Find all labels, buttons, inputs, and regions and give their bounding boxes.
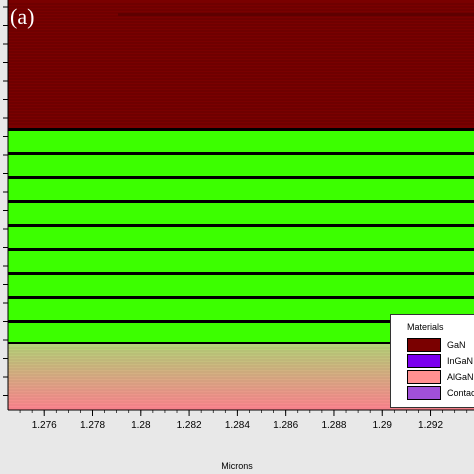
algan-layer [0, 398, 474, 400]
barrier-layer [0, 342, 474, 345]
algan-layer [0, 346, 474, 348]
barrier-layer [0, 128, 474, 131]
legend-label: GaN [447, 340, 466, 350]
algan-layer [0, 394, 474, 396]
ingan-well [0, 155, 474, 176]
algan-layer [0, 400, 474, 402]
x-tick-label: 1.278 [80, 420, 105, 431]
algan-layer [0, 354, 474, 356]
barrier-layer [0, 272, 474, 275]
x-tick-label: 1.282 [177, 420, 202, 431]
barrier-layer [0, 296, 474, 299]
legend-item-gan: GaN [407, 338, 474, 354]
materials-legend: Materials GaN InGaN AlGaN Contact [390, 314, 474, 408]
algan-layer [0, 384, 474, 386]
algan-layer [0, 344, 474, 346]
algan-layer [0, 364, 474, 366]
legend-label: InGaN [447, 356, 474, 366]
x-tick-label: 1.288 [321, 420, 346, 431]
ingan-well [0, 203, 474, 224]
algan-layer [0, 406, 474, 408]
panel-label: (a) [10, 4, 35, 29]
legend-swatch [407, 354, 441, 368]
algan-layer [0, 374, 474, 376]
algan-layer [0, 358, 474, 360]
x-tick-label: 1.28 [131, 420, 151, 431]
algan-layer [0, 382, 474, 384]
algan-layer [0, 396, 474, 398]
algan-layer [0, 356, 474, 358]
algan-layer [0, 350, 474, 352]
algan-layer [0, 378, 474, 380]
algan-layer [0, 408, 474, 410]
x-tick-label: 1.276 [32, 420, 57, 431]
ingan-well [0, 323, 474, 344]
algan-layer [0, 392, 474, 394]
x-tick-label: 1.292 [418, 420, 443, 431]
barrier-layer [0, 152, 474, 155]
legend-swatch [407, 338, 441, 352]
legend-label: AlGaN [447, 372, 474, 382]
barrier-layer [0, 224, 474, 227]
x-axis: 1.276 1.278 1.28 1.282 1.284 1.286 1.288 1.29 1.… [0, 0, 474, 431]
algan-layer [0, 388, 474, 390]
gan-step [118, 13, 474, 16]
legend-title: Materials [407, 322, 444, 332]
barrier-layer [0, 176, 474, 179]
ingan-well [0, 131, 474, 152]
barrier-layer [0, 248, 474, 251]
algan-layer [0, 386, 474, 388]
algan-layer [0, 352, 474, 354]
legend-item-contact: Contact [407, 386, 474, 402]
algan-layer [0, 370, 474, 372]
material-bands [0, 0, 474, 410]
algan-layer [0, 366, 474, 368]
ingan-well [0, 299, 474, 320]
legend-swatch [407, 386, 441, 400]
x-tick-label: 1.29 [373, 420, 393, 431]
ingan-well [0, 251, 474, 272]
algan-layer [0, 376, 474, 378]
left-axis-strip [0, 0, 8, 410]
barrier-layer [0, 320, 474, 323]
ingan-well [0, 275, 474, 296]
algan-layer [0, 348, 474, 350]
legend-item-ingan: InGaN [407, 354, 474, 370]
x-tick-label: 1.284 [225, 420, 250, 431]
algan-layer [0, 372, 474, 374]
legend-item-algan: AlGaN [407, 370, 474, 386]
algan-layer [0, 368, 474, 370]
algan-layer [0, 360, 474, 362]
algan-layer [0, 380, 474, 382]
algan-layer [0, 404, 474, 406]
ingan-well [0, 227, 474, 248]
algan-layer [0, 362, 474, 364]
legend-label: Contact [447, 388, 474, 398]
x-tick-label: 1.286 [273, 420, 298, 431]
barrier-layer [0, 200, 474, 203]
algan-layer [0, 390, 474, 392]
x-axis-label: Microns [221, 461, 253, 471]
ingan-well [0, 179, 474, 200]
algan-layer [0, 402, 474, 404]
legend-swatch [407, 370, 441, 384]
